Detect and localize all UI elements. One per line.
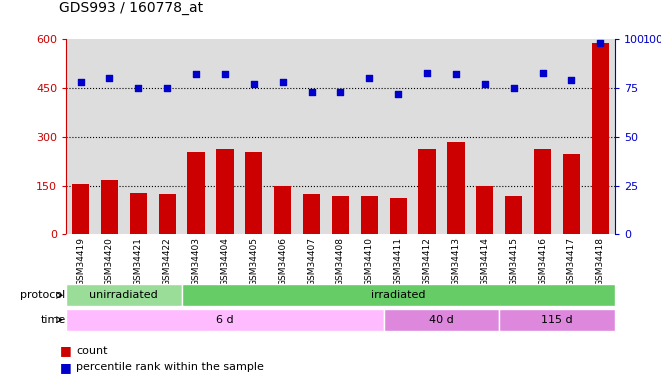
Point xyxy=(191,72,202,78)
Point xyxy=(537,69,548,75)
Text: protocol: protocol xyxy=(20,290,65,300)
Point xyxy=(508,85,519,91)
Text: 115 d: 115 d xyxy=(541,315,573,325)
Text: GSM34413: GSM34413 xyxy=(451,237,461,286)
Text: GSM34422: GSM34422 xyxy=(163,237,172,286)
Text: count: count xyxy=(76,346,108,355)
Bar xyxy=(505,196,522,234)
Bar xyxy=(72,184,89,234)
Bar xyxy=(476,186,494,234)
Text: GSM34412: GSM34412 xyxy=(422,237,432,286)
Text: percentile rank within the sample: percentile rank within the sample xyxy=(76,363,264,372)
Point xyxy=(306,89,317,95)
Bar xyxy=(418,149,436,234)
Bar xyxy=(389,198,407,234)
Bar xyxy=(159,194,176,234)
Text: GSM34414: GSM34414 xyxy=(481,237,489,286)
Text: ■: ■ xyxy=(59,344,71,357)
Point xyxy=(364,75,375,81)
Text: 40 d: 40 d xyxy=(429,315,454,325)
Bar xyxy=(361,196,378,234)
Text: GSM34418: GSM34418 xyxy=(596,237,605,286)
Bar xyxy=(274,186,292,234)
Bar xyxy=(447,142,465,234)
Point xyxy=(104,75,115,81)
Text: GSM34419: GSM34419 xyxy=(76,237,85,286)
Bar xyxy=(303,194,320,234)
Point xyxy=(451,72,461,78)
Bar xyxy=(499,309,615,331)
Bar xyxy=(130,193,147,234)
Bar xyxy=(563,154,580,234)
Text: 6 d: 6 d xyxy=(216,315,234,325)
Bar xyxy=(216,149,233,234)
Text: GSM34403: GSM34403 xyxy=(192,237,200,286)
Text: GSM34404: GSM34404 xyxy=(220,237,229,286)
Bar xyxy=(592,43,609,234)
Point xyxy=(162,85,173,91)
Text: GSM34417: GSM34417 xyxy=(567,237,576,286)
Text: GSM34421: GSM34421 xyxy=(134,237,143,286)
Text: GSM34408: GSM34408 xyxy=(336,237,345,286)
Text: time: time xyxy=(40,315,65,325)
Text: GSM34405: GSM34405 xyxy=(249,237,258,286)
Point xyxy=(75,79,86,85)
Bar xyxy=(66,309,384,331)
Point xyxy=(249,81,259,87)
Text: irradiated: irradiated xyxy=(371,290,426,300)
Text: GSM34420: GSM34420 xyxy=(105,237,114,286)
Text: GSM34416: GSM34416 xyxy=(538,237,547,286)
Bar xyxy=(182,284,615,306)
Point xyxy=(278,79,288,85)
Bar xyxy=(332,196,349,234)
Text: ■: ■ xyxy=(59,361,71,374)
Text: GSM34411: GSM34411 xyxy=(394,237,403,286)
Y-axis label: 100%: 100% xyxy=(642,36,661,45)
Bar xyxy=(187,152,205,234)
Point xyxy=(393,91,403,97)
Point xyxy=(335,89,346,95)
Point xyxy=(219,72,230,78)
Bar xyxy=(66,284,182,306)
Bar xyxy=(100,180,118,234)
Bar xyxy=(384,309,499,331)
Point xyxy=(595,40,605,46)
Text: GDS993 / 160778_at: GDS993 / 160778_at xyxy=(59,1,204,15)
Text: GSM34410: GSM34410 xyxy=(365,237,373,286)
Text: GSM34415: GSM34415 xyxy=(509,237,518,286)
Point xyxy=(566,77,576,83)
Text: GSM34407: GSM34407 xyxy=(307,237,316,286)
Point xyxy=(479,81,490,87)
Bar xyxy=(534,149,551,234)
Bar xyxy=(245,152,262,234)
Point xyxy=(133,85,143,91)
Point xyxy=(422,69,432,75)
Text: unirradiated: unirradiated xyxy=(89,290,158,300)
Text: GSM34406: GSM34406 xyxy=(278,237,287,286)
